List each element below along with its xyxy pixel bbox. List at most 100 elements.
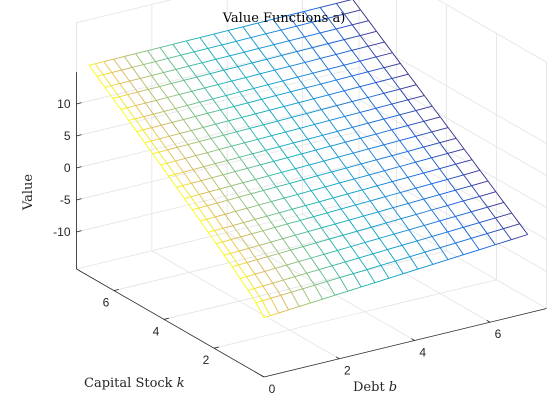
mesh-segment — [158, 149, 168, 153]
mesh-segment — [191, 180, 202, 184]
mesh-segment — [271, 131, 286, 137]
mesh-segment — [378, 207, 394, 213]
mesh-segment — [277, 120, 286, 133]
mesh-segment — [168, 173, 175, 177]
mesh-segment — [311, 21, 321, 34]
mesh-segment — [195, 155, 205, 167]
mesh-segment — [344, 261, 354, 274]
mesh-segment — [384, 166, 400, 172]
mesh-segment — [462, 227, 472, 239]
mesh-segment — [245, 77, 255, 89]
mesh-segment — [255, 113, 264, 126]
mesh-segment — [220, 109, 229, 122]
mesh-segment — [258, 44, 274, 49]
mesh-segment — [222, 239, 232, 243]
mesh-segment — [447, 174, 464, 180]
mesh-segment — [265, 146, 280, 151]
mesh-segment — [249, 128, 259, 140]
mesh-segment — [471, 233, 488, 239]
mesh-segment — [290, 87, 306, 93]
mesh-segment — [346, 163, 362, 169]
mesh-segment — [240, 236, 250, 249]
mesh-segment — [223, 66, 238, 71]
mesh-segment — [431, 127, 449, 133]
mesh-segment — [329, 234, 344, 240]
mesh-segment — [168, 135, 178, 148]
mesh-segment — [187, 101, 200, 106]
mesh-segment — [290, 249, 300, 262]
mesh-segment — [278, 249, 291, 254]
mesh-segment — [113, 58, 122, 71]
mesh-segment — [267, 80, 283, 86]
mesh-segment — [407, 172, 424, 178]
mesh-segment — [215, 123, 224, 136]
mesh-segment — [361, 159, 377, 165]
mesh-segment — [298, 257, 312, 263]
mesh-segment — [324, 186, 334, 199]
mesh-segment — [439, 242, 456, 249]
mesh-segment — [167, 54, 181, 59]
mesh-segment — [320, 79, 337, 85]
mesh-segment — [152, 151, 159, 155]
mesh-segment — [113, 56, 125, 60]
mesh-segment — [392, 52, 401, 64]
mesh-segment — [400, 63, 409, 75]
mesh-segment — [383, 144, 393, 156]
mesh-segment — [313, 98, 322, 110]
mesh-segment — [186, 105, 196, 117]
mesh-segment — [102, 74, 112, 87]
mesh-segment — [227, 30, 237, 42]
mesh-segment — [336, 105, 345, 117]
mesh-segment — [330, 145, 339, 158]
mesh-segment — [126, 105, 136, 109]
mesh-segment — [220, 106, 235, 111]
mesh-segment — [424, 247, 441, 253]
mesh-segment — [185, 40, 195, 53]
mesh-segment — [280, 295, 290, 311]
mesh-segment — [259, 69, 275, 75]
mesh-segment — [207, 112, 217, 125]
mesh-segment — [379, 233, 395, 239]
mesh-segment — [319, 197, 334, 203]
mesh-segment — [212, 95, 227, 100]
mesh-segment — [423, 168, 440, 174]
mesh-segment — [222, 174, 232, 187]
mesh-segment — [180, 54, 190, 67]
mesh-segment — [328, 94, 338, 106]
mesh-segment — [376, 31, 385, 43]
mesh-segment — [214, 230, 223, 243]
mesh-segment — [251, 62, 261, 75]
mesh-segment — [175, 108, 184, 120]
mesh-segment — [203, 166, 213, 179]
mesh-segment — [129, 80, 138, 93]
mesh-segment — [376, 185, 386, 198]
mesh-segment — [135, 50, 148, 55]
mesh-segment — [407, 146, 424, 152]
mesh-segment — [310, 190, 320, 203]
mesh-segment — [331, 261, 346, 267]
mesh-segment — [238, 250, 248, 263]
y-tick-label: 4 — [153, 324, 160, 338]
mesh-segment — [307, 227, 322, 233]
mesh-segment — [248, 244, 260, 249]
mesh-segment — [289, 183, 298, 195]
mesh-segment — [175, 65, 189, 70]
mesh-segment — [252, 149, 266, 155]
mesh-segment — [359, 86, 369, 98]
x-tick-label: 6 — [495, 327, 502, 341]
mesh-segment — [314, 281, 328, 286]
mesh-segment — [139, 78, 149, 90]
mesh-segment — [332, 197, 342, 210]
mesh-segment — [176, 186, 185, 199]
mesh-segment — [368, 174, 378, 187]
mesh-segment — [471, 159, 481, 171]
mesh-segment — [336, 101, 353, 107]
mesh-segment — [337, 156, 347, 169]
z-grid-line — [358, 35, 547, 144]
mesh-segment — [135, 53, 144, 65]
mesh-segment — [201, 177, 212, 182]
mesh-segment — [345, 137, 361, 143]
mesh-segment — [302, 246, 312, 259]
mesh-segment — [118, 94, 128, 98]
mesh-segment — [360, 30, 377, 36]
